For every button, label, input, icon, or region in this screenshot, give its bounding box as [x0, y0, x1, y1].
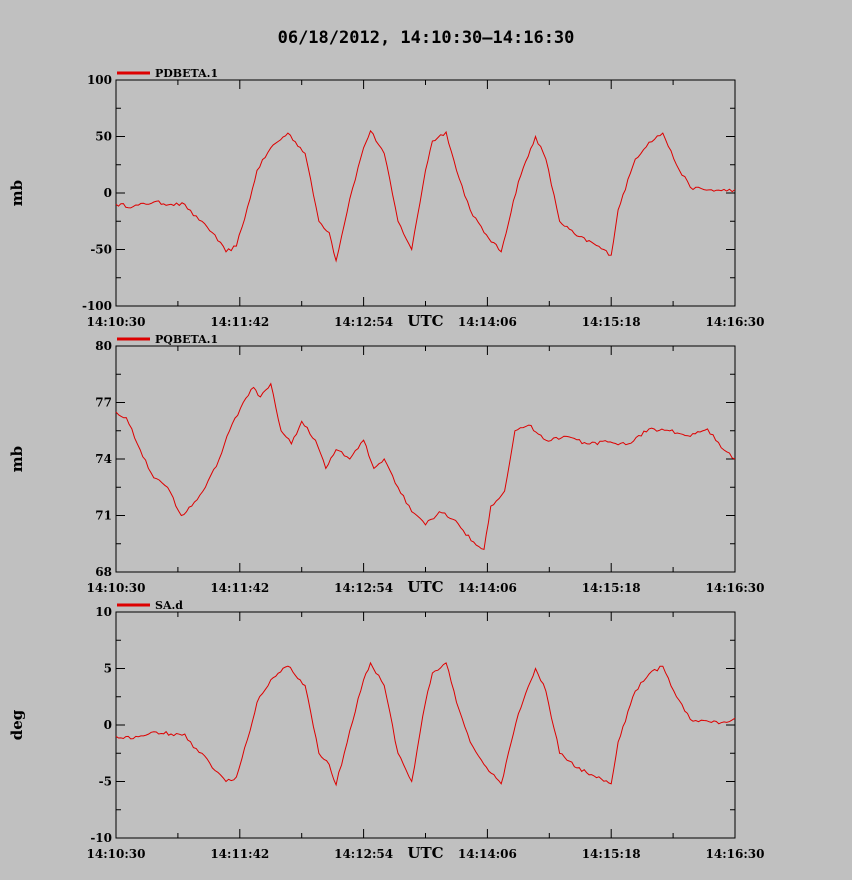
y-tick-label: 5 — [104, 662, 112, 676]
y-tick-label: 74 — [95, 452, 112, 466]
legend-label: SA.d — [155, 599, 183, 612]
x-axis-label: UTC — [407, 578, 443, 596]
x-tick-label: 14:12:54 — [334, 581, 393, 595]
x-tick-label: 14:11:42 — [210, 315, 269, 329]
series-line-PDBETA.1 — [115, 129, 736, 263]
x-tick-label: 14:11:42 — [210, 847, 269, 861]
legend-label: PDBETA.1 — [155, 67, 218, 80]
plot-frame — [115, 79, 736, 307]
y-axis-label: deg — [8, 709, 26, 740]
x-tick-label: 14:14:06 — [458, 315, 517, 329]
x-axis-label: UTC — [407, 844, 443, 862]
x-tick-label: 14:11:42 — [210, 581, 269, 595]
series-line-SA.d — [115, 661, 736, 787]
x-tick-label: 14:12:54 — [334, 315, 393, 329]
chart-panel-3: 14:10:30 14:11:42 14:12:54 14:14:06 14:15:18… — [8, 599, 764, 862]
plot-frame — [115, 345, 736, 573]
x-tick-label: 14:10:30 — [87, 847, 146, 861]
y-tick-label: 0 — [104, 186, 112, 200]
y-tick-label: 77 — [95, 396, 112, 410]
x-tick-label: 14:15:18 — [582, 315, 641, 329]
x-tick-label: 14:16:30 — [706, 581, 765, 595]
y-axis-label: mb — [8, 180, 26, 206]
y-tick-label: 71 — [95, 509, 112, 523]
x-tick-label: 14:15:18 — [582, 847, 641, 861]
x-tick-label: 14:16:30 — [706, 315, 765, 329]
chart-panel-1: 14:10:30 14:11:42 14:12:54 14:14:06 14:15:18… — [8, 67, 764, 330]
x-tick-label: 14:14:06 — [458, 847, 517, 861]
x-tick-label: 14:10:30 — [87, 315, 146, 329]
x-tick-label: 14:15:18 — [582, 581, 641, 595]
y-tick-label: 0 — [104, 718, 112, 732]
y-tick-label: -10 — [90, 831, 112, 845]
y-tick-label: 10 — [95, 605, 112, 619]
x-tick-label: 14:12:54 — [334, 847, 393, 861]
x-tick-label: 14:10:30 — [87, 581, 146, 595]
y-tick-label: 68 — [95, 565, 112, 579]
x-axis-label: UTC — [407, 312, 443, 330]
y-tick-label: -50 — [90, 243, 112, 257]
y-tick-label: 50 — [95, 130, 112, 144]
x-tick-label: 14:16:30 — [706, 847, 765, 861]
y-tick-label: -5 — [99, 775, 112, 789]
plot-frame — [115, 611, 736, 839]
chart-panel-2: 14:10:30 14:11:42 14:12:54 14:14:06 14:15:18… — [8, 333, 764, 596]
legend-label: PQBETA.1 — [155, 333, 218, 346]
page-title: 06/18/2012, 14:10:30–14:16:30 — [277, 28, 575, 48]
y-axis-label: mb — [8, 446, 26, 472]
y-tick-label: 80 — [95, 339, 112, 353]
y-tick-label: 100 — [87, 73, 112, 87]
series-line-PQBETA.1 — [115, 382, 736, 551]
x-tick-label: 14:14:06 — [458, 581, 517, 595]
y-tick-label: -100 — [82, 299, 112, 313]
